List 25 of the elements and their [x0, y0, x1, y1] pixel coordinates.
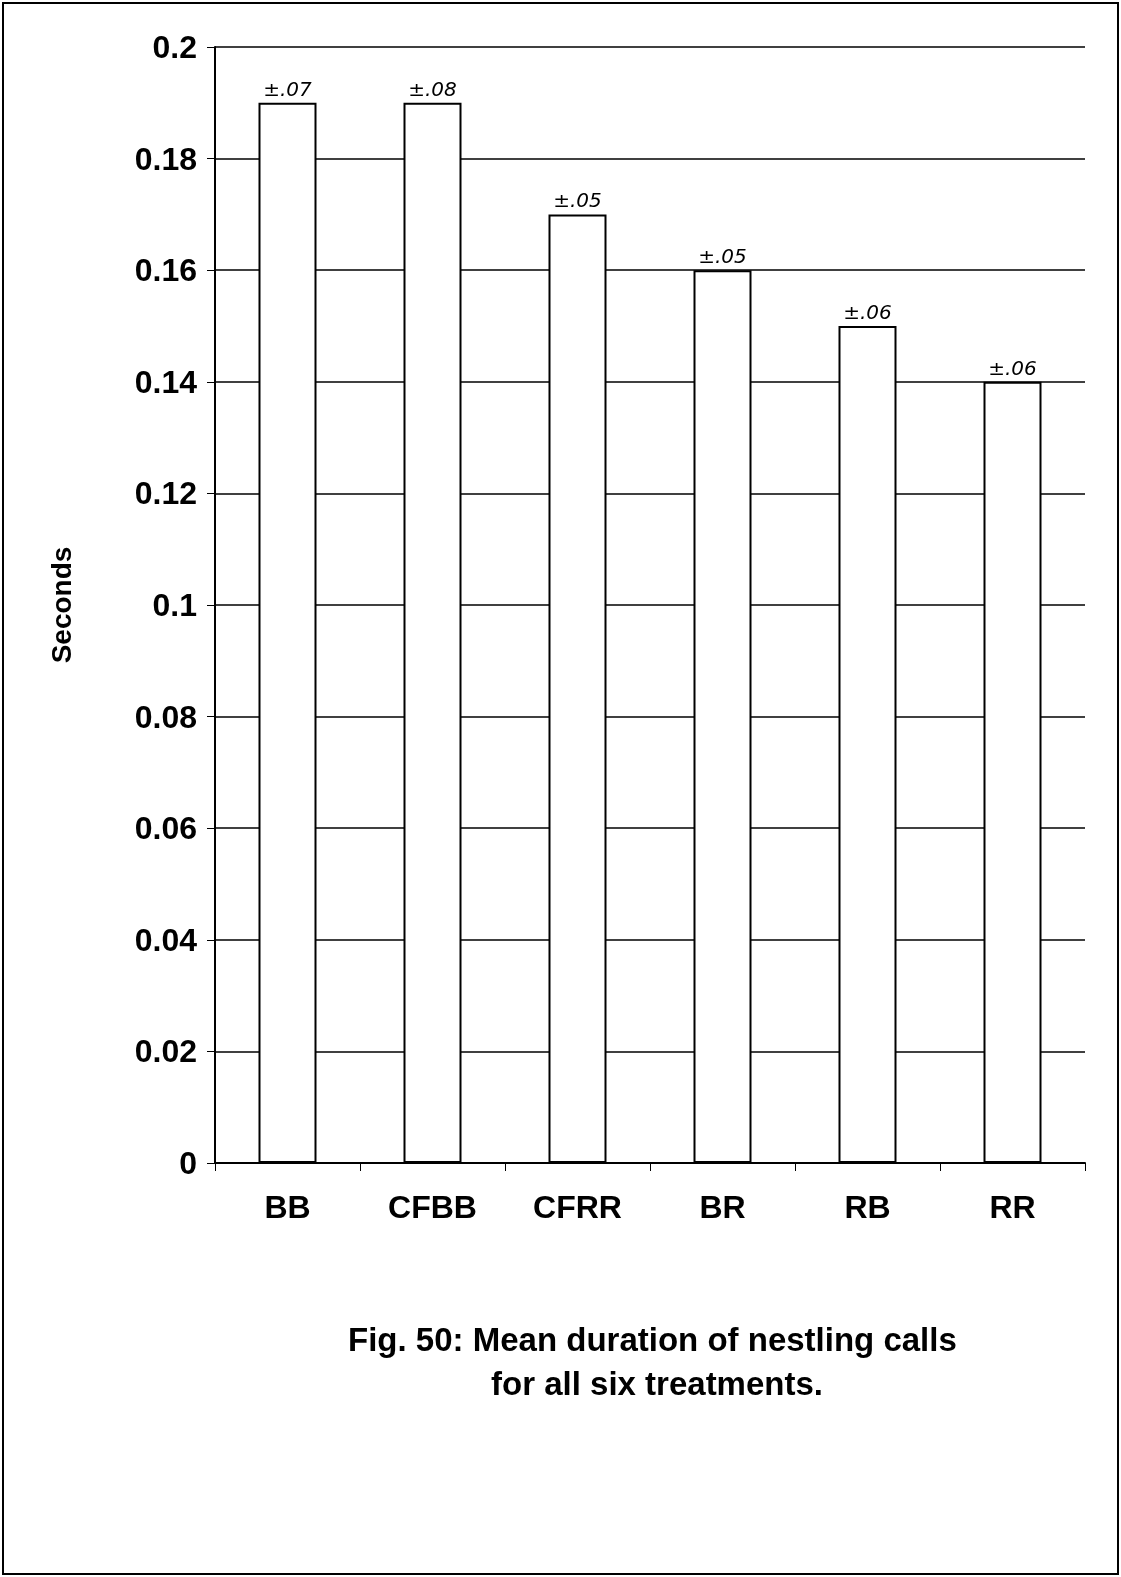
- y-tick-label: 0.06: [134, 810, 197, 847]
- x-tick-label: CFRR: [533, 1189, 622, 1225]
- annotation: ±.08: [408, 76, 457, 101]
- text: Fig. 50: Mean duration of nestling calls for all six treatments.: [348, 1320, 966, 1402]
- y-tick-label: 0.1: [152, 587, 197, 623]
- x-tick-label: RB: [844, 1189, 891, 1225]
- x-tick-label: CFBB: [388, 1189, 477, 1225]
- annotation: ±.06: [843, 300, 892, 324]
- y-tick-label: 0.12: [134, 475, 197, 512]
- annotation: ±.05: [698, 244, 747, 269]
- x-tick-label: BB: [264, 1189, 311, 1225]
- y-tick-label: 0.04: [134, 921, 198, 958]
- y-axis-title: Seconds: [45, 546, 77, 664]
- y-tick-label: 0.2: [152, 29, 197, 65]
- y-tick-label: 0.16: [134, 252, 197, 289]
- y-tick-label: 0.14: [134, 363, 198, 400]
- y-tick-label: 0.18: [134, 140, 197, 177]
- annotation: ±.07: [263, 76, 313, 101]
- y-tick-label: 0: [179, 1145, 197, 1181]
- annotation: ±.06: [988, 355, 1037, 380]
- x-tick-label: BR: [699, 1189, 746, 1225]
- x-tick-label: RR: [989, 1189, 1036, 1225]
- y-tick-label: 0.02: [134, 1033, 197, 1070]
- y-tick-label: 0.08: [134, 698, 197, 735]
- annotation: ±.05: [553, 188, 602, 213]
